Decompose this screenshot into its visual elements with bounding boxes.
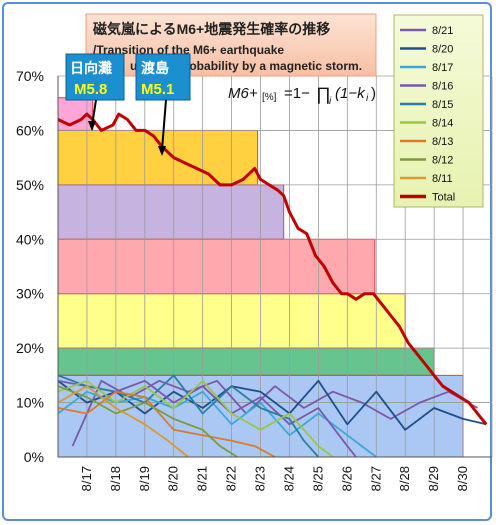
probability-formula: M6+ [%] =1− ∏ i (1−k i ): [228, 84, 376, 107]
annotation-mag: M5.1: [141, 81, 174, 98]
y-tick-label: 10%: [16, 395, 44, 411]
x-tick-label: 8/21: [195, 466, 210, 491]
x-tick-label: 8/25: [310, 466, 325, 491]
annotation-place: 渡島: [141, 60, 169, 76]
legend-label: 8/13: [432, 136, 453, 148]
series-lines: [57, 112, 488, 458]
x-tick-label: 8/23: [253, 466, 268, 491]
annotation-place: 日向灘: [70, 60, 112, 76]
title-ja: 磁気嵐によるM6+地震発生確率の推移: [93, 21, 330, 37]
x-tick-label: 8/24: [281, 466, 296, 491]
series-line-8-11: [57, 385, 189, 458]
legend-label: 8/14: [432, 118, 453, 130]
formula-idx: i: [329, 96, 332, 107]
x-tick-label: 8/18: [108, 466, 123, 491]
y-tick-label: 0%: [24, 449, 44, 465]
formula-rhs: =1−: [284, 85, 310, 102]
y-tick-label: 30%: [16, 286, 44, 302]
y-tick-label: 40%: [16, 231, 44, 247]
grid-lines: [57, 75, 493, 458]
formula-close: ): [371, 85, 376, 102]
formula-prefix: M6+: [228, 85, 258, 102]
series-line-8-20: [57, 379, 487, 431]
x-tick-label: 8/28: [397, 466, 412, 491]
title-box: 磁気嵐によるM6+地震発生確率の推移 /Transition of the M6…: [85, 13, 377, 77]
series-line-8-12: [57, 385, 238, 458]
legend-label: 8/20: [432, 44, 453, 56]
y-tick-label: 20%: [16, 340, 44, 356]
y-tick-label: 70%: [16, 68, 44, 84]
legend-label: 8/11: [432, 173, 453, 185]
x-tick-labels: 8/17 8/18 8/19 8/20 8/21 8/22 8/23 8/24 8/25 8/26…: [79, 466, 470, 491]
formula-sub: [%]: [262, 92, 277, 103]
probability-band: [57, 184, 285, 240]
x-tick-label: 8/29: [426, 466, 441, 491]
legend-label: Total: [432, 192, 455, 204]
legend-label: 8/17: [432, 62, 453, 74]
formula-tail: (1−k: [335, 85, 366, 102]
annotation-oshima: 渡島 M5.1: [135, 53, 191, 156]
probability-band: [57, 347, 435, 376]
x-tick-label: 8/30: [455, 466, 470, 491]
series-line-total: [57, 112, 488, 426]
axes: [57, 76, 492, 458]
annotation-mag: M5.8: [74, 81, 107, 98]
series-line-8-21: [71, 379, 478, 447]
probability-band: [57, 238, 376, 295]
annotation-hyuganada: 日向灘 M5.8: [65, 53, 125, 131]
legend: 8/21 8/20 8/17 8/16 8/15 8/14 8/13 8/12 8/11 Tota…: [393, 14, 484, 208]
x-tick-label: 8/20: [166, 466, 181, 491]
x-tick-label: 8/26: [339, 466, 354, 491]
formula-prod: ∏: [316, 84, 331, 104]
x-tick-label: 8/19: [137, 466, 152, 491]
x-tick-label: 8/17: [79, 466, 94, 491]
x-tick-label: 8/22: [224, 466, 239, 491]
legend-label: 8/16: [432, 81, 453, 93]
series-line-8-15: [57, 374, 320, 458]
series-line-8-14: [57, 379, 334, 458]
y-tick-label: 60%: [16, 122, 44, 138]
legend-label: 8/15: [432, 99, 453, 111]
x-tick-label: 8/27: [368, 466, 383, 491]
formula-tailidx: i: [366, 93, 369, 104]
legend-label: 8/12: [432, 155, 453, 167]
series-line-8-13: [57, 390, 276, 458]
legend-label: 8/21: [432, 25, 453, 37]
probability-band: [57, 129, 259, 186]
y-tick-label: 50%: [16, 177, 44, 193]
y-tick-labels: 0% 10% 20% 30% 40% 50% 60% 70%: [16, 68, 44, 465]
